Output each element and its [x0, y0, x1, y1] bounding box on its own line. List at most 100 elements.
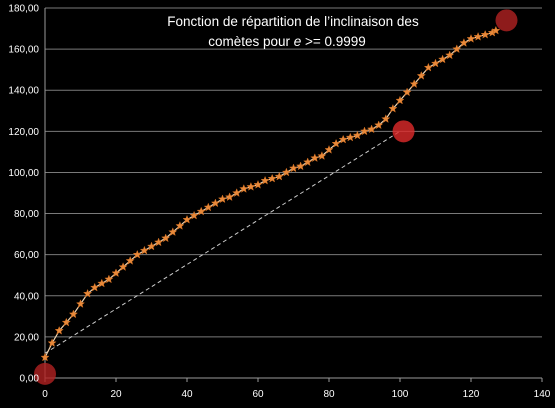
highlight-circle	[34, 362, 56, 385]
data-point	[409, 79, 419, 89]
data-point	[196, 206, 206, 216]
data-point	[430, 58, 441, 68]
data-point	[491, 25, 501, 35]
data-point	[303, 157, 313, 167]
data-point	[359, 126, 370, 136]
data-point	[161, 233, 171, 243]
data-point	[466, 33, 476, 43]
data-point	[111, 268, 121, 278]
trendline-dashed	[44, 130, 401, 354]
y-tick-label: 60,00	[14, 250, 39, 261]
data-point	[459, 38, 469, 47]
y-tick-label: 0,00	[20, 374, 40, 385]
data-point	[224, 192, 235, 202]
data-point	[104, 274, 114, 284]
data-point	[452, 44, 462, 54]
data-point	[246, 181, 256, 191]
y-tick-label: 120,00	[8, 127, 39, 138]
trendline	[44, 130, 401, 354]
data-point	[437, 54, 448, 64]
data-point	[352, 130, 363, 140]
y-tick-label: 160,00	[8, 45, 39, 56]
data-point	[295, 161, 306, 171]
data-point	[132, 249, 142, 259]
data-point	[331, 138, 341, 148]
data-point	[182, 214, 192, 224]
data-point	[388, 103, 398, 113]
data-series	[40, 25, 501, 362]
y-tick-label: 100,00	[8, 168, 39, 179]
chart-title-variable: e	[294, 34, 302, 49]
x-tick-label: 140	[534, 389, 551, 400]
highlight-circle	[392, 120, 415, 143]
y-tick-label: 20,00	[14, 332, 39, 343]
data-point	[47, 338, 57, 348]
data-point	[260, 175, 270, 185]
data-point	[288, 163, 299, 173]
data-point	[232, 188, 242, 197]
chart-title-line2-prefix: comètes pour	[208, 34, 294, 49]
data-point	[210, 198, 221, 208]
data-point	[118, 262, 128, 271]
data-point	[189, 210, 199, 220]
data-point	[374, 120, 384, 130]
data-point	[310, 153, 320, 163]
series-line	[44, 30, 497, 358]
data-point	[317, 151, 327, 160]
data-point	[274, 171, 284, 181]
y-tick-label: 40,00	[14, 291, 39, 302]
data-point	[97, 278, 107, 288]
x-tick-label: 120	[463, 389, 480, 400]
data-point	[139, 245, 150, 255]
data-point	[480, 29, 490, 39]
y-tick-label: 140,00	[8, 86, 39, 97]
axes	[44, 8, 543, 382]
y-tick-label: 180,00	[8, 4, 39, 15]
data-point	[175, 220, 185, 230]
data-point	[146, 241, 157, 251]
data-point	[54, 325, 64, 335]
x-tick-label: 20	[110, 389, 122, 400]
data-point	[239, 183, 249, 193]
data-point	[473, 31, 483, 41]
data-point	[345, 132, 355, 142]
tick-labels: 0,00 20,00 40,00 60,00 80,00 100,00 120,00 140,…	[8, 4, 550, 401]
highlight-markers	[34, 9, 518, 385]
chart-title-line1: Fonction de répartition de l’inclinaison…	[167, 14, 419, 29]
data-point	[68, 309, 79, 319]
data-point	[61, 317, 71, 327]
data-point	[168, 227, 178, 237]
data-point	[416, 70, 426, 80]
data-point	[75, 299, 86, 308]
grid	[45, 7, 542, 338]
data-point	[281, 167, 292, 177]
x-tick-label: 80	[323, 389, 335, 400]
chart-title-line2: comètes pour e >= 0.9999	[208, 34, 366, 49]
data-point	[90, 282, 100, 292]
data-point	[253, 179, 263, 189]
data-point	[381, 114, 391, 123]
x-tick-label: 0	[42, 389, 48, 400]
chart-title-line2-suffix: >= 0.9999	[301, 34, 366, 49]
highlight-circle	[495, 9, 518, 32]
data-point	[153, 237, 164, 247]
data-point	[423, 62, 434, 72]
data-point	[324, 144, 334, 154]
data-point	[395, 95, 405, 105]
data-point	[40, 352, 50, 362]
data-point	[82, 288, 93, 298]
y-tick-label: 80,00	[14, 209, 39, 220]
data-point	[338, 134, 348, 144]
data-point	[445, 50, 455, 60]
data-point	[366, 124, 377, 134]
data-point	[125, 255, 135, 265]
data-point	[203, 202, 213, 212]
x-tick-label: 40	[181, 389, 193, 400]
data-point	[217, 194, 228, 204]
x-tick-label: 100	[392, 389, 409, 400]
data-point	[402, 87, 412, 97]
x-tick-label: 60	[252, 389, 264, 400]
data-point	[267, 173, 277, 183]
